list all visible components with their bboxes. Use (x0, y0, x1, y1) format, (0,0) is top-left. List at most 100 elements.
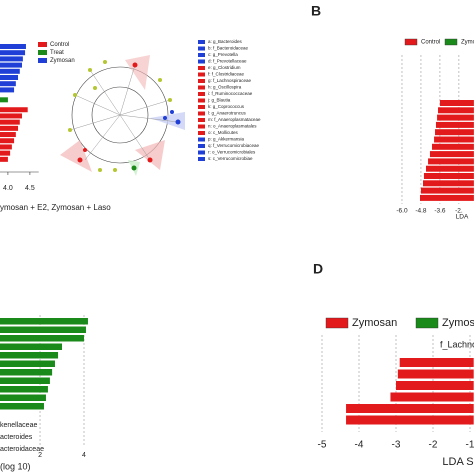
bar (420, 187, 474, 194)
bar (0, 62, 22, 68)
legend-swatch (38, 58, 47, 63)
clado-legend-swatch (198, 66, 205, 70)
legend-label: Zymosan (352, 317, 397, 329)
x-tick-label: -3 (392, 440, 401, 451)
clado-legend-label: b: f_Bacteroidaceae (208, 46, 249, 51)
clado-legend-label: q: f_Verrucomicrobiaceae (208, 143, 260, 148)
legend-label: Zymos (461, 40, 474, 46)
bar (390, 392, 474, 402)
clado-legend-swatch (198, 59, 205, 64)
bar (438, 107, 474, 114)
clado-legend-label: r: o_Verrucomicrobiales (208, 150, 256, 155)
bar (0, 44, 26, 49)
panel-label: B (311, 3, 321, 19)
bar (423, 180, 474, 187)
annotation: f_Lachno (440, 339, 474, 349)
clado-legend-swatch (198, 98, 205, 103)
clado-legend-swatch (198, 111, 205, 116)
x-tick-label: -4.8 (415, 208, 427, 215)
clado-legend-label: f: f_Clostridiaceae (208, 72, 245, 77)
bar (0, 125, 19, 131)
bar (0, 150, 11, 156)
clado-clade (60, 140, 92, 172)
x-tick-label: 4 (82, 452, 86, 459)
bar (399, 358, 474, 367)
legend-swatch (38, 50, 47, 55)
bar (0, 87, 15, 93)
x-tick-label: 2 (38, 452, 42, 459)
bar (0, 386, 48, 393)
bar (429, 151, 474, 158)
clado-legend-swatch (198, 85, 205, 90)
bar (0, 144, 12, 150)
bar (432, 143, 474, 150)
x-tick-label: -6.0 (396, 208, 408, 215)
bar (439, 100, 474, 106)
bar (426, 165, 474, 172)
clado-legend-swatch (198, 144, 205, 148)
clado-legend-swatch (198, 157, 205, 161)
bar (435, 121, 474, 128)
clado-legend-label: s: c_Verrucomicrobiae (208, 156, 253, 161)
clado-clade (150, 112, 185, 130)
bar (434, 136, 474, 143)
x-tick-label: -2 (429, 440, 438, 451)
row-label: acteroides (0, 434, 33, 441)
bar (0, 81, 16, 87)
bar (423, 173, 474, 179)
row-label: acteroidaceae (0, 446, 44, 453)
clado-legend-swatch (198, 118, 205, 122)
bar (437, 114, 474, 121)
legend-swatch (415, 317, 439, 329)
clado-legend-swatch (198, 150, 205, 155)
bar (0, 138, 15, 144)
x-axis-label: LDA (456, 214, 469, 221)
bar (0, 75, 19, 80)
bar (0, 360, 55, 367)
bar (0, 68, 20, 74)
x-tick-label: -4 (355, 440, 364, 451)
clado-legend-label: i: f_Ruminococcaceae (208, 91, 253, 96)
legend-swatch (444, 38, 458, 46)
x-axis-label: (log 10) (0, 461, 31, 471)
legend-label: Zymosan (50, 58, 75, 64)
legend-label: Treat (50, 50, 64, 56)
cladogram (60, 55, 185, 176)
clado-legend-label: n: o_Anaeroplasmatales (208, 124, 257, 129)
bar (0, 119, 20, 125)
clado-legend-label: h: g_Oscillospira (208, 85, 242, 90)
bar (346, 415, 474, 425)
clado-legend-label: j: g_Blautia (207, 98, 231, 103)
bar (0, 335, 85, 342)
clado-legend-swatch (198, 79, 205, 83)
clado-clade (135, 140, 165, 170)
legend-label: Control (421, 40, 440, 46)
panel-label: D (313, 261, 323, 277)
clado-legend-swatch (198, 46, 205, 51)
clado-legend-swatch (198, 72, 205, 77)
clado-legend-swatch (198, 92, 205, 96)
bar (435, 129, 474, 136)
bar (0, 56, 23, 62)
legend-swatch (325, 317, 349, 329)
legend-swatch (404, 38, 418, 46)
x-tick-label: 4.0 (3, 185, 13, 192)
bar (0, 318, 88, 325)
bar (0, 113, 22, 119)
clado-legend-label: p: g_Akkermansia (208, 137, 245, 142)
row-label: kenellaceae (0, 422, 37, 429)
bar (0, 107, 28, 113)
clado-legend-label: l: g_Anaerotruncus (208, 111, 247, 116)
bar (0, 369, 53, 376)
clado-legend-label: e: g_Clostridium (208, 65, 241, 70)
bar (0, 394, 46, 401)
x-tick-label: -1 (466, 440, 474, 451)
bar (0, 132, 16, 138)
bar (420, 194, 474, 201)
clado-legend-swatch (198, 137, 205, 142)
bar (0, 97, 8, 103)
clado-legend-label: c: g_Prevotella (208, 52, 238, 57)
bar (0, 377, 50, 384)
bar (396, 381, 474, 390)
